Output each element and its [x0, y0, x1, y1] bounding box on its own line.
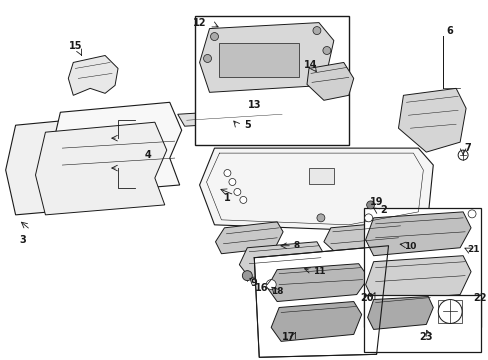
Text: 6: 6	[446, 26, 453, 36]
Text: 15: 15	[68, 41, 82, 50]
Polygon shape	[215, 222, 283, 254]
Circle shape	[437, 300, 461, 323]
Polygon shape	[266, 264, 368, 302]
Text: 7: 7	[464, 143, 470, 153]
Text: 11: 11	[312, 267, 325, 276]
Text: 18: 18	[270, 287, 283, 296]
Bar	[437, 300, 461, 323]
Polygon shape	[398, 88, 465, 152]
Text: 20: 20	[359, 293, 373, 302]
Circle shape	[210, 32, 218, 41]
Text: 16: 16	[254, 283, 267, 293]
Polygon shape	[6, 115, 135, 215]
Circle shape	[203, 54, 211, 62]
Polygon shape	[365, 256, 470, 302]
Circle shape	[233, 189, 241, 195]
Polygon shape	[271, 302, 361, 341]
Text: 1: 1	[224, 193, 230, 203]
Text: 10: 10	[404, 242, 416, 251]
Polygon shape	[199, 148, 432, 230]
Polygon shape	[36, 122, 166, 215]
Circle shape	[457, 150, 467, 160]
Text: 4: 4	[144, 150, 151, 160]
Text: 5: 5	[244, 120, 250, 130]
Text: 21: 21	[466, 245, 478, 254]
Text: 2: 2	[379, 205, 386, 215]
Circle shape	[312, 27, 320, 35]
Text: 9: 9	[250, 278, 257, 288]
Text: 23: 23	[419, 332, 432, 342]
Text: 19: 19	[369, 197, 383, 207]
Bar	[308, 168, 333, 184]
Circle shape	[265, 280, 276, 289]
Circle shape	[240, 197, 246, 203]
Circle shape	[322, 46, 330, 54]
Polygon shape	[199, 23, 333, 92]
Text: 12: 12	[192, 18, 206, 28]
Bar	[363, 208, 480, 328]
Text: 17: 17	[282, 332, 295, 342]
Polygon shape	[306, 62, 353, 100]
Circle shape	[467, 210, 475, 218]
Circle shape	[242, 271, 252, 280]
Polygon shape	[50, 102, 182, 195]
Circle shape	[228, 179, 235, 185]
Text: 13: 13	[247, 100, 261, 110]
Text: 22: 22	[472, 293, 486, 302]
Text: 3: 3	[19, 235, 26, 245]
Circle shape	[364, 214, 372, 222]
Polygon shape	[367, 297, 432, 329]
Polygon shape	[323, 222, 406, 254]
Polygon shape	[254, 246, 388, 357]
Polygon shape	[365, 212, 470, 256]
Text: 8: 8	[293, 241, 300, 250]
Text: 14: 14	[304, 60, 317, 71]
Polygon shape	[239, 242, 324, 278]
Bar	[363, 294, 480, 352]
Bar	[194, 15, 348, 145]
Bar	[219, 42, 299, 77]
Circle shape	[224, 170, 230, 176]
Polygon shape	[68, 55, 118, 95]
Polygon shape	[177, 108, 284, 126]
Circle shape	[366, 201, 374, 209]
Circle shape	[316, 214, 324, 222]
